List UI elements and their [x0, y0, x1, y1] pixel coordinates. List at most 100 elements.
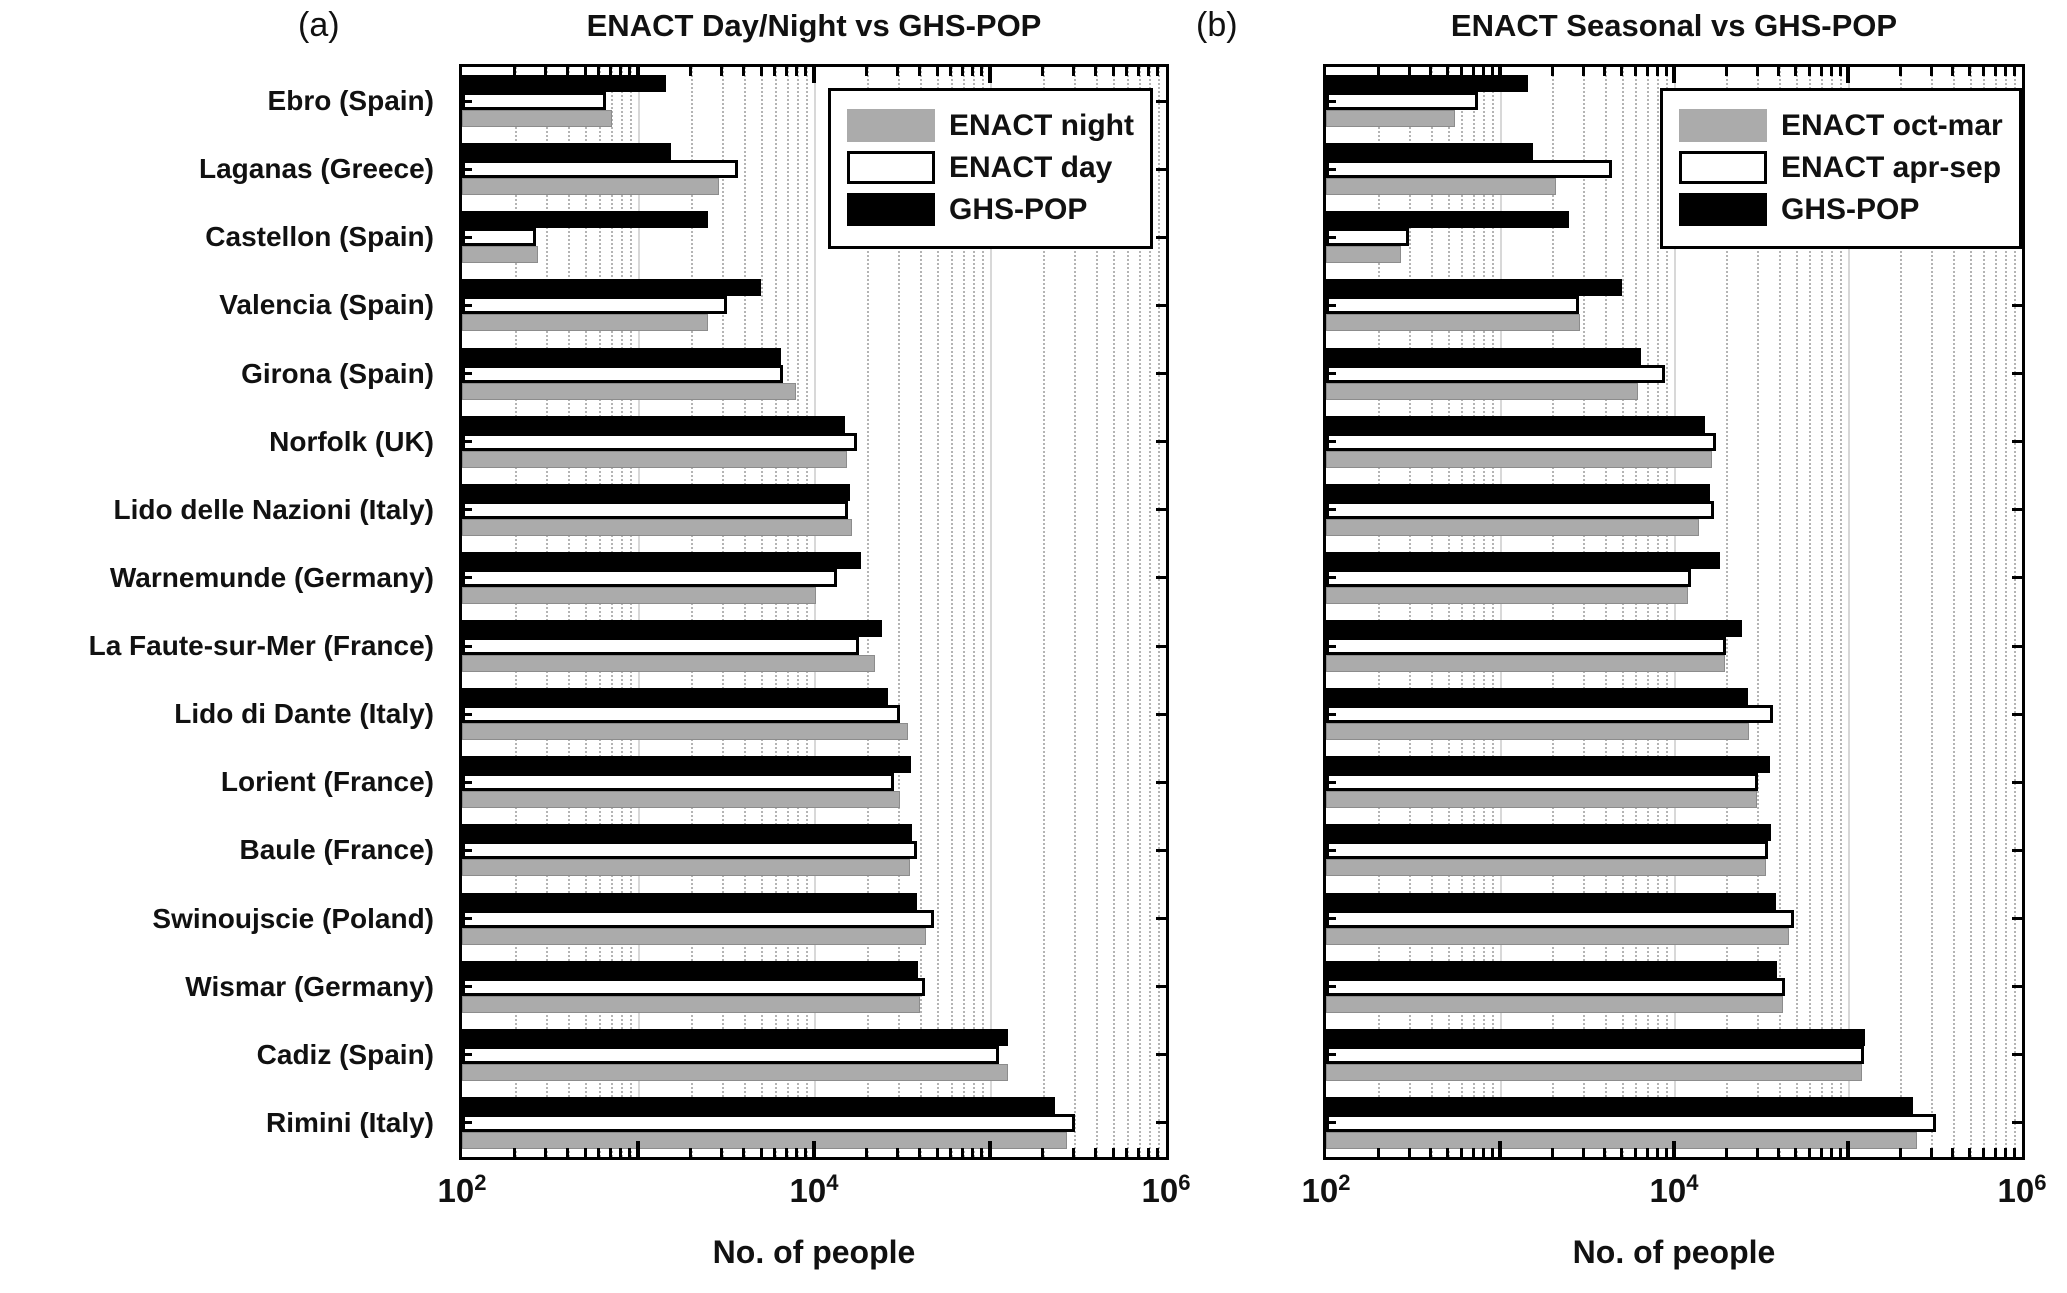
gridline [1500, 67, 1502, 1157]
bar [462, 688, 889, 706]
x-tick-mark [1929, 1148, 1933, 1157]
bar [1326, 960, 1777, 978]
legend-panel-b: ENACT oct-mar ENACT apr-sep GHS-POP [1660, 88, 2022, 249]
gridline [1809, 67, 1812, 1157]
panel-b-title: ENACT Seasonal vs GHS-POP [1450, 8, 1898, 43]
bar [462, 296, 727, 315]
x-tick-mark [720, 1148, 724, 1157]
x-tick-mark [1929, 67, 1933, 76]
y-tick-mark [1326, 235, 1336, 239]
gridline [585, 67, 588, 1157]
gridline [2014, 67, 2017, 1157]
x-tick-mark [628, 1148, 632, 1157]
bar [1326, 160, 1612, 179]
x-tick-mark [1446, 1148, 1450, 1157]
gridline [1126, 67, 1129, 1157]
gridline [1666, 67, 1669, 1157]
y-tick-mark [2012, 508, 2022, 512]
x-tick-label: 104 [789, 1170, 839, 1210]
y-tick-mark [1326, 712, 1336, 716]
x-tick-mark [961, 1148, 965, 1157]
x-tick-mark [804, 1148, 808, 1157]
x-tick-mark [1481, 1148, 1485, 1157]
x-tick-mark [1376, 1148, 1380, 1157]
x-tick-mark [1471, 1148, 1475, 1157]
bar [1326, 1131, 1918, 1149]
x-tick-mark [896, 1148, 900, 1157]
x-tick-mark [609, 67, 613, 76]
gridline [1647, 67, 1650, 1157]
x-tick-mark [1147, 67, 1151, 76]
gridline [690, 67, 693, 1157]
bar [1326, 723, 1750, 741]
gridline [629, 67, 632, 1157]
gridline [1848, 67, 1850, 1157]
bar [462, 347, 782, 365]
x-tick-mark [1968, 67, 1972, 76]
y-tick-mark [462, 167, 472, 171]
legend-entry: ENACT night [847, 108, 1134, 143]
gridline [796, 67, 799, 1157]
gridline [990, 67, 992, 1157]
y-tick-mark [462, 712, 472, 716]
x-tick-mark [1981, 1148, 1985, 1157]
x-tick-mark [804, 67, 808, 76]
y-tick-mark [462, 917, 472, 921]
x-tick-label: 106 [1997, 1170, 2047, 1210]
category-label: Valencia (Spain) [219, 289, 434, 321]
x-tick-mark [1137, 1148, 1141, 1157]
bar [462, 178, 720, 196]
gridline [1831, 67, 1834, 1157]
gridline [814, 67, 816, 1157]
bar [462, 483, 850, 501]
x-tick-mark [935, 67, 939, 76]
bar [462, 909, 934, 928]
y-tick-mark [2012, 644, 2022, 648]
bar [462, 841, 918, 860]
x-tick-mark [935, 1148, 939, 1157]
y-tick-mark [1156, 235, 1166, 239]
x-tick-mark [1838, 1148, 1842, 1157]
x-tick-mark [1838, 67, 1842, 76]
bar [1326, 927, 1790, 945]
category-label: Girona (Spain) [241, 357, 434, 389]
x-tick-label: 102 [1301, 1170, 1351, 1210]
gridline [1447, 67, 1450, 1157]
y-tick-mark [1326, 917, 1336, 921]
y-tick-mark [1326, 372, 1336, 376]
category-label: Laganas (Greece) [199, 153, 434, 185]
gridline [1552, 67, 1555, 1157]
bar [462, 791, 901, 809]
legend-label: ENACT oct-mar [1781, 109, 2003, 142]
x-tick-mark [636, 1141, 640, 1157]
bar [1326, 773, 1759, 792]
x-tick-mark [1846, 1141, 1850, 1157]
gridline [1430, 67, 1433, 1157]
x-tick-mark [1645, 67, 1649, 76]
gridline [1583, 67, 1586, 1157]
x-tick-mark [1446, 67, 1450, 76]
x-tick-mark [918, 67, 922, 76]
bar [462, 1045, 999, 1064]
y-tick-mark [2012, 780, 2022, 784]
legend-swatch-enact-apr-sep [1679, 151, 1767, 184]
y-tick-mark [1326, 848, 1336, 852]
bar [1326, 228, 1410, 247]
gridline [721, 67, 724, 1157]
bar [462, 314, 709, 332]
x-tick-mark [1429, 1148, 1433, 1157]
gridline [950, 67, 953, 1157]
gridline [1113, 67, 1116, 1157]
x-tick-mark [1550, 1148, 1554, 1157]
x-tick-mark [759, 67, 763, 76]
y-tick-mark [1156, 508, 1166, 512]
x-tick-mark [1407, 67, 1411, 76]
x-tick-mark [1968, 1148, 1972, 1157]
y-tick-mark [462, 985, 472, 989]
bar [1326, 568, 1691, 587]
gridline [919, 67, 922, 1157]
x-tick-mark [1819, 1148, 1823, 1157]
y-tick-mark [1156, 917, 1166, 921]
bar [462, 1063, 1008, 1081]
x-tick-mark [1655, 1148, 1659, 1157]
